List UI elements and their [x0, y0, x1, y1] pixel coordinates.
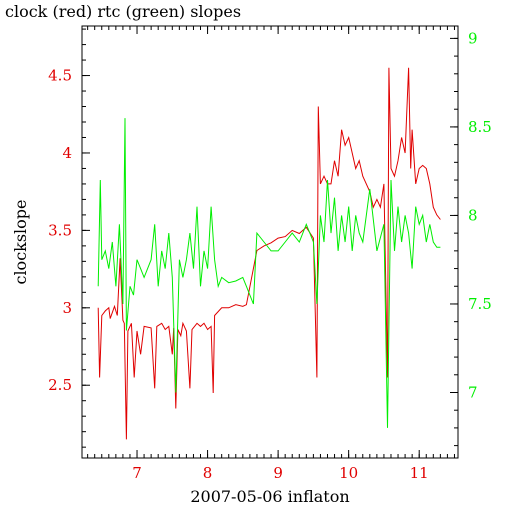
- y2-tick-label: 8.5: [468, 118, 492, 136]
- y-tick-label: 4.5: [48, 67, 72, 85]
- y2-tick-label: 7: [468, 383, 478, 401]
- y-tick-label: 3: [62, 299, 72, 317]
- y2-tick-label: 7.5: [468, 295, 492, 313]
- y2-tick-label: 9: [468, 29, 478, 47]
- plot-frame: [81, 25, 459, 459]
- x-tick-label: 7: [132, 464, 142, 482]
- y2-tick-label: 8: [468, 206, 478, 224]
- y-axis-label: clockslope: [11, 199, 30, 284]
- chart-title: clock (red) rtc (green) slopes: [5, 2, 242, 21]
- y-tick-label: 4: [62, 144, 72, 162]
- rtc-series-line: [97, 118, 441, 428]
- y-tick-label: 3.5: [48, 221, 72, 239]
- x-axis-label: 2007-05-06 inflaton: [190, 487, 349, 506]
- x-tick-label: 11: [410, 464, 429, 482]
- clock-series-line: [97, 67, 441, 440]
- x-tick-label: 9: [273, 464, 283, 482]
- x-tick-label: 10: [339, 464, 358, 482]
- x-tick-label: 8: [203, 464, 213, 482]
- y-tick-label: 2.5: [48, 376, 72, 394]
